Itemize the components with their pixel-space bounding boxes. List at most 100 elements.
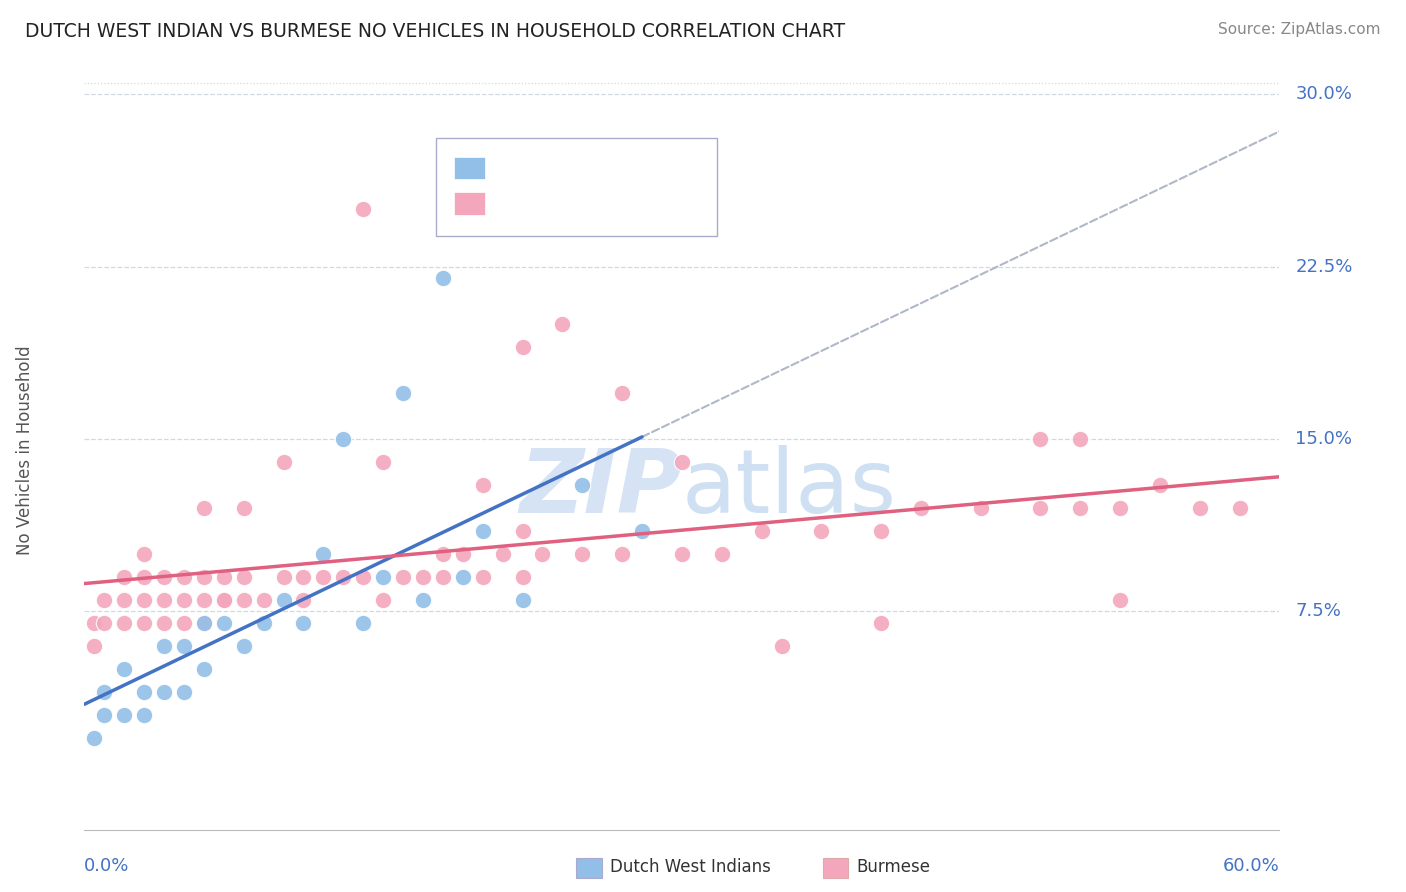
- Point: [870, 524, 893, 538]
- Point: [512, 340, 534, 354]
- Point: [551, 317, 574, 331]
- Point: [471, 570, 494, 584]
- Point: [93, 592, 115, 607]
- Point: [432, 547, 454, 561]
- Text: atlas: atlas: [682, 445, 897, 532]
- Point: [810, 524, 832, 538]
- Point: [173, 592, 195, 607]
- Point: [173, 684, 195, 698]
- Point: [112, 662, 135, 676]
- Point: [232, 639, 254, 653]
- Point: [612, 386, 634, 401]
- Point: [153, 639, 176, 653]
- Point: [352, 615, 374, 630]
- Point: [193, 500, 215, 515]
- Point: [1069, 432, 1091, 446]
- Point: [173, 570, 195, 584]
- Point: [292, 570, 315, 584]
- Point: [671, 547, 693, 561]
- Text: 15.0%: 15.0%: [1295, 430, 1353, 448]
- Point: [173, 639, 195, 653]
- Point: [910, 500, 932, 515]
- Text: 0.365: 0.365: [531, 159, 588, 177]
- Point: [153, 684, 176, 698]
- Point: [1069, 500, 1091, 515]
- Point: [253, 615, 276, 630]
- Text: Source: ZipAtlas.com: Source: ZipAtlas.com: [1218, 22, 1381, 37]
- Point: [412, 592, 434, 607]
- Point: [770, 639, 793, 653]
- Point: [352, 570, 374, 584]
- Point: [83, 731, 105, 745]
- Point: [1229, 500, 1251, 515]
- Point: [710, 547, 733, 561]
- Point: [232, 570, 254, 584]
- Point: [512, 570, 534, 584]
- Text: DUTCH WEST INDIAN VS BURMESE NO VEHICLES IN HOUSEHOLD CORRELATION CHART: DUTCH WEST INDIAN VS BURMESE NO VEHICLES…: [25, 22, 845, 41]
- Point: [132, 547, 156, 561]
- Point: [93, 707, 115, 722]
- Point: [571, 547, 593, 561]
- Point: [392, 386, 415, 401]
- Point: [112, 592, 135, 607]
- Point: [970, 500, 993, 515]
- Point: [870, 615, 893, 630]
- Point: [193, 592, 215, 607]
- Point: [132, 570, 156, 584]
- Point: [212, 570, 235, 584]
- Point: [153, 615, 176, 630]
- Point: [212, 592, 235, 607]
- Text: 60.0%: 60.0%: [1223, 857, 1279, 875]
- Point: [1029, 432, 1052, 446]
- Text: ZIP: ZIP: [519, 445, 682, 532]
- Text: 0.116: 0.116: [531, 194, 588, 212]
- Text: 0.0%: 0.0%: [84, 857, 129, 875]
- Point: [93, 684, 115, 698]
- Point: [253, 592, 276, 607]
- Point: [373, 455, 395, 469]
- Point: [631, 524, 654, 538]
- Point: [373, 592, 395, 607]
- Point: [212, 592, 235, 607]
- Point: [273, 455, 295, 469]
- Text: Burmese: Burmese: [856, 858, 931, 876]
- Point: [193, 615, 215, 630]
- Text: 73: 73: [628, 194, 654, 212]
- Point: [153, 592, 176, 607]
- Point: [273, 570, 295, 584]
- Point: [83, 615, 105, 630]
- Point: [112, 615, 135, 630]
- Point: [471, 478, 494, 492]
- Text: Dutch West Indians: Dutch West Indians: [610, 858, 770, 876]
- Point: [153, 570, 176, 584]
- Text: 22.5%: 22.5%: [1295, 258, 1353, 276]
- Point: [531, 547, 554, 561]
- Point: [1109, 592, 1132, 607]
- Point: [332, 570, 354, 584]
- Text: No Vehicles in Household: No Vehicles in Household: [15, 345, 34, 556]
- Point: [193, 570, 215, 584]
- Point: [292, 592, 315, 607]
- Point: [292, 615, 315, 630]
- Text: R =: R =: [496, 159, 536, 177]
- Point: [332, 432, 354, 446]
- Point: [412, 570, 434, 584]
- Point: [432, 271, 454, 285]
- Point: [492, 547, 515, 561]
- Point: [1109, 500, 1132, 515]
- Point: [232, 500, 254, 515]
- Point: [112, 707, 135, 722]
- Point: [173, 615, 195, 630]
- Point: [193, 615, 215, 630]
- Point: [132, 684, 156, 698]
- Point: [451, 547, 474, 561]
- Point: [1149, 478, 1171, 492]
- Point: [273, 592, 295, 607]
- Text: 30: 30: [628, 159, 654, 177]
- Point: [471, 524, 494, 538]
- Point: [612, 547, 634, 561]
- Point: [132, 592, 156, 607]
- Point: [671, 455, 693, 469]
- Text: N =: N =: [581, 159, 633, 177]
- Point: [312, 547, 335, 561]
